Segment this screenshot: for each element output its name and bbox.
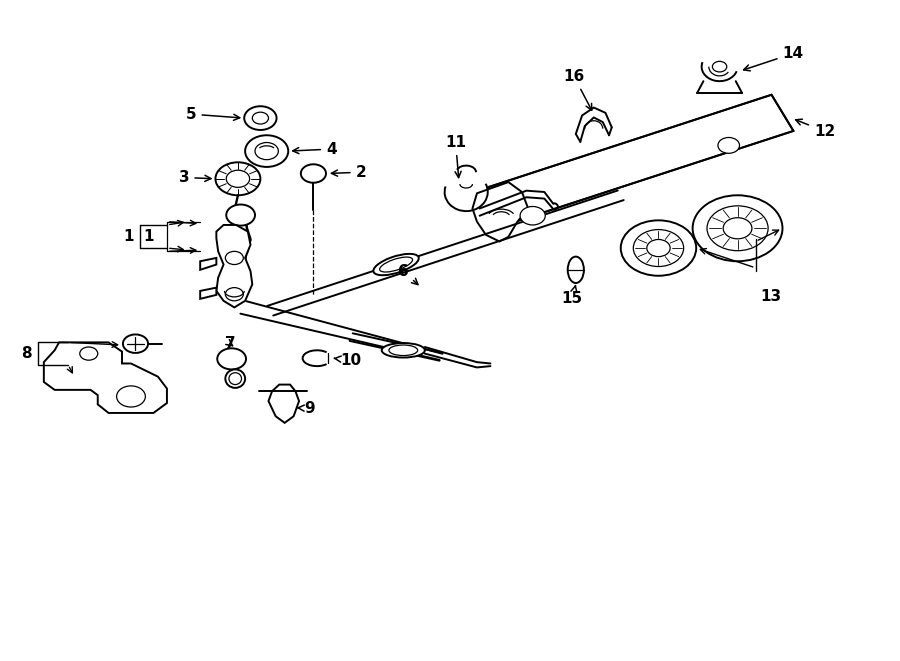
Circle shape (252, 112, 268, 124)
Text: 4: 4 (292, 141, 337, 157)
Ellipse shape (380, 257, 412, 272)
Circle shape (621, 220, 697, 276)
Circle shape (707, 206, 768, 251)
Text: 7: 7 (224, 336, 235, 351)
Text: 8: 8 (22, 346, 32, 361)
Text: 5: 5 (186, 106, 239, 122)
Polygon shape (44, 342, 166, 413)
Text: 10: 10 (335, 353, 362, 368)
Circle shape (520, 206, 545, 225)
Polygon shape (489, 95, 794, 223)
Circle shape (117, 386, 146, 407)
Circle shape (693, 195, 782, 261)
Circle shape (724, 217, 752, 239)
Ellipse shape (229, 373, 241, 385)
Circle shape (215, 163, 260, 195)
Polygon shape (200, 258, 216, 270)
Text: 3: 3 (179, 170, 211, 185)
Circle shape (226, 204, 255, 225)
Circle shape (634, 229, 684, 266)
Circle shape (255, 143, 278, 160)
Text: 15: 15 (562, 286, 583, 306)
Circle shape (225, 251, 243, 264)
Text: 14: 14 (743, 46, 804, 71)
Circle shape (244, 106, 276, 130)
Polygon shape (472, 182, 528, 241)
Text: 16: 16 (563, 69, 591, 110)
Circle shape (80, 347, 98, 360)
Text: 6: 6 (398, 264, 418, 285)
Ellipse shape (389, 345, 418, 356)
Text: 2: 2 (331, 165, 366, 180)
Circle shape (217, 348, 246, 369)
Text: 11: 11 (446, 135, 466, 178)
Polygon shape (268, 385, 299, 423)
Ellipse shape (225, 369, 245, 388)
Text: 12: 12 (796, 119, 835, 139)
Text: 13: 13 (760, 289, 781, 303)
Circle shape (245, 136, 288, 167)
Circle shape (226, 171, 249, 187)
Text: 9: 9 (298, 401, 315, 416)
Polygon shape (216, 225, 252, 307)
Circle shape (713, 61, 727, 72)
Circle shape (123, 334, 148, 353)
Circle shape (647, 239, 670, 256)
Polygon shape (200, 288, 216, 299)
Text: 1: 1 (123, 229, 134, 245)
Ellipse shape (382, 343, 425, 358)
Circle shape (301, 165, 326, 182)
Ellipse shape (374, 254, 419, 275)
Ellipse shape (568, 256, 584, 283)
Circle shape (225, 288, 243, 301)
Text: 1: 1 (143, 229, 154, 244)
Circle shape (718, 137, 740, 153)
